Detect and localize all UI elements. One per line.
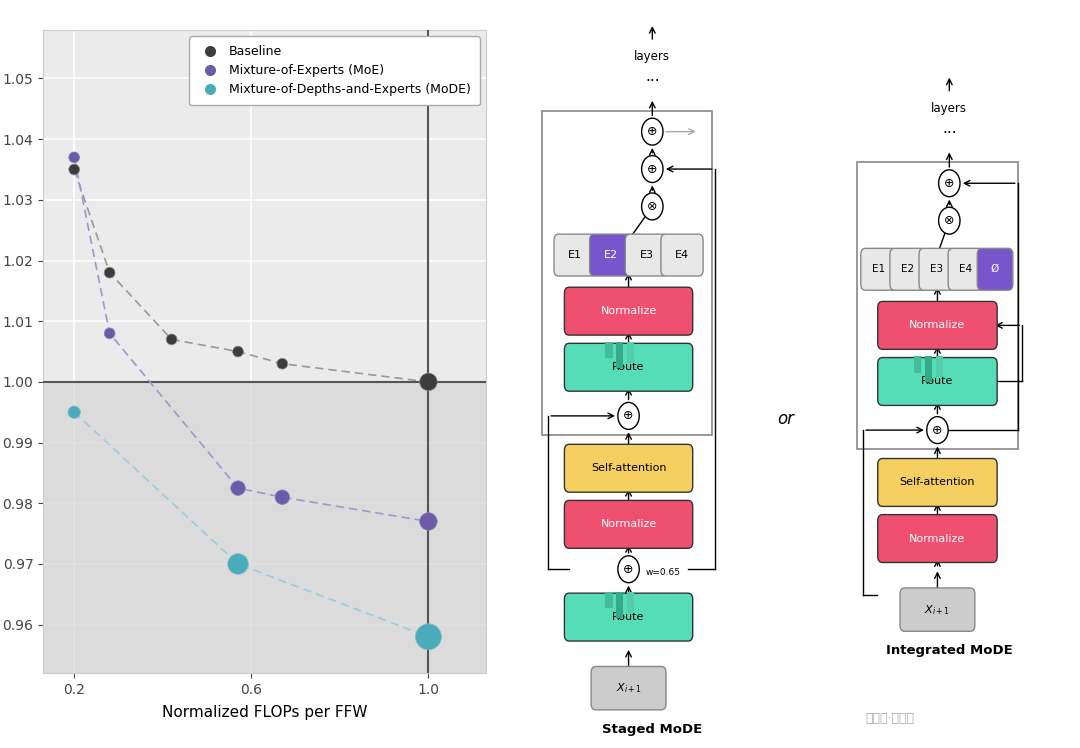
FancyBboxPatch shape xyxy=(661,234,703,276)
Text: E2: E2 xyxy=(901,264,915,275)
FancyBboxPatch shape xyxy=(591,666,666,710)
Text: layers: layers xyxy=(931,102,968,115)
Text: E3: E3 xyxy=(930,264,944,275)
FancyBboxPatch shape xyxy=(977,248,1013,290)
Point xyxy=(273,358,291,370)
Circle shape xyxy=(939,207,960,234)
Text: $X_{i+1}$: $X_{i+1}$ xyxy=(924,603,950,616)
Bar xyxy=(935,356,943,377)
Text: 微众号·量子位: 微众号·量子位 xyxy=(865,711,915,725)
Text: layers: layers xyxy=(634,50,671,64)
Text: ⊕: ⊕ xyxy=(932,423,943,437)
Point xyxy=(229,346,246,358)
Text: E2: E2 xyxy=(604,250,618,260)
Text: ⊕: ⊕ xyxy=(623,562,634,576)
FancyBboxPatch shape xyxy=(565,343,692,391)
FancyBboxPatch shape xyxy=(900,588,975,631)
FancyBboxPatch shape xyxy=(554,234,596,276)
Point xyxy=(66,151,83,163)
Text: Normalize: Normalize xyxy=(600,306,657,316)
X-axis label: Normalized FLOPs per FFW: Normalized FLOPs per FFW xyxy=(162,705,367,720)
FancyBboxPatch shape xyxy=(565,444,692,492)
Point xyxy=(420,515,437,527)
Text: Ø: Ø xyxy=(991,264,999,275)
Point xyxy=(229,482,246,494)
Circle shape xyxy=(939,170,960,197)
Text: Self-attention: Self-attention xyxy=(900,477,975,488)
Text: $X_{i+1}$: $X_{i+1}$ xyxy=(616,681,642,695)
Bar xyxy=(626,592,634,613)
Bar xyxy=(43,382,486,673)
Text: w=0.65: w=0.65 xyxy=(645,568,680,577)
Point xyxy=(66,164,83,176)
FancyBboxPatch shape xyxy=(590,234,632,276)
Point xyxy=(420,376,437,388)
Bar xyxy=(626,342,634,363)
Text: Self-attention: Self-attention xyxy=(591,463,666,473)
Point xyxy=(229,558,246,570)
FancyBboxPatch shape xyxy=(565,593,692,641)
FancyBboxPatch shape xyxy=(565,500,692,548)
Text: ⊗: ⊗ xyxy=(647,200,658,213)
Point xyxy=(102,267,119,279)
Text: Route: Route xyxy=(921,376,954,387)
FancyBboxPatch shape xyxy=(565,287,692,335)
Text: or: or xyxy=(778,410,795,428)
Text: ⊕: ⊕ xyxy=(647,162,658,176)
Bar xyxy=(606,342,612,358)
Point xyxy=(102,328,119,340)
Text: Normalize: Normalize xyxy=(909,320,966,331)
Text: Route: Route xyxy=(612,362,645,373)
Text: Integrated MoDE: Integrated MoDE xyxy=(886,644,1013,657)
Text: ⊕: ⊕ xyxy=(647,125,658,138)
Text: ···: ··· xyxy=(645,74,660,89)
Point xyxy=(66,406,83,418)
FancyBboxPatch shape xyxy=(878,515,997,562)
Text: E1: E1 xyxy=(568,250,582,260)
Text: Normalize: Normalize xyxy=(600,519,657,530)
Circle shape xyxy=(618,402,639,429)
Text: E4: E4 xyxy=(959,264,972,275)
FancyBboxPatch shape xyxy=(919,248,955,290)
FancyBboxPatch shape xyxy=(878,301,997,349)
Text: ···: ··· xyxy=(942,126,957,141)
Circle shape xyxy=(642,156,663,183)
Text: ⊕: ⊕ xyxy=(944,177,955,190)
Text: ⊗: ⊗ xyxy=(944,214,955,227)
Bar xyxy=(606,592,612,608)
FancyBboxPatch shape xyxy=(890,248,926,290)
Bar xyxy=(915,356,921,373)
Text: Route: Route xyxy=(612,612,645,622)
FancyBboxPatch shape xyxy=(861,248,896,290)
FancyBboxPatch shape xyxy=(625,234,667,276)
Bar xyxy=(924,356,932,382)
Circle shape xyxy=(642,118,663,145)
Bar xyxy=(616,592,623,618)
Circle shape xyxy=(618,556,639,583)
Text: E3: E3 xyxy=(639,250,653,260)
Text: Staged MoDE: Staged MoDE xyxy=(603,723,702,736)
Circle shape xyxy=(642,193,663,220)
Text: E1: E1 xyxy=(872,264,886,275)
Point xyxy=(420,631,437,643)
FancyBboxPatch shape xyxy=(878,459,997,506)
Point xyxy=(273,491,291,503)
FancyBboxPatch shape xyxy=(878,358,997,405)
Text: Normalize: Normalize xyxy=(909,533,966,544)
Bar xyxy=(616,342,623,368)
Text: ⊕: ⊕ xyxy=(623,409,634,423)
Text: E4: E4 xyxy=(675,250,689,260)
Legend: Baseline, Mixture-of-Experts (MoE), Mixture-of-Depths-and-Experts (MoDE): Baseline, Mixture-of-Experts (MoE), Mixt… xyxy=(189,36,480,105)
Point xyxy=(163,334,180,346)
Circle shape xyxy=(927,417,948,444)
FancyBboxPatch shape xyxy=(948,248,984,290)
